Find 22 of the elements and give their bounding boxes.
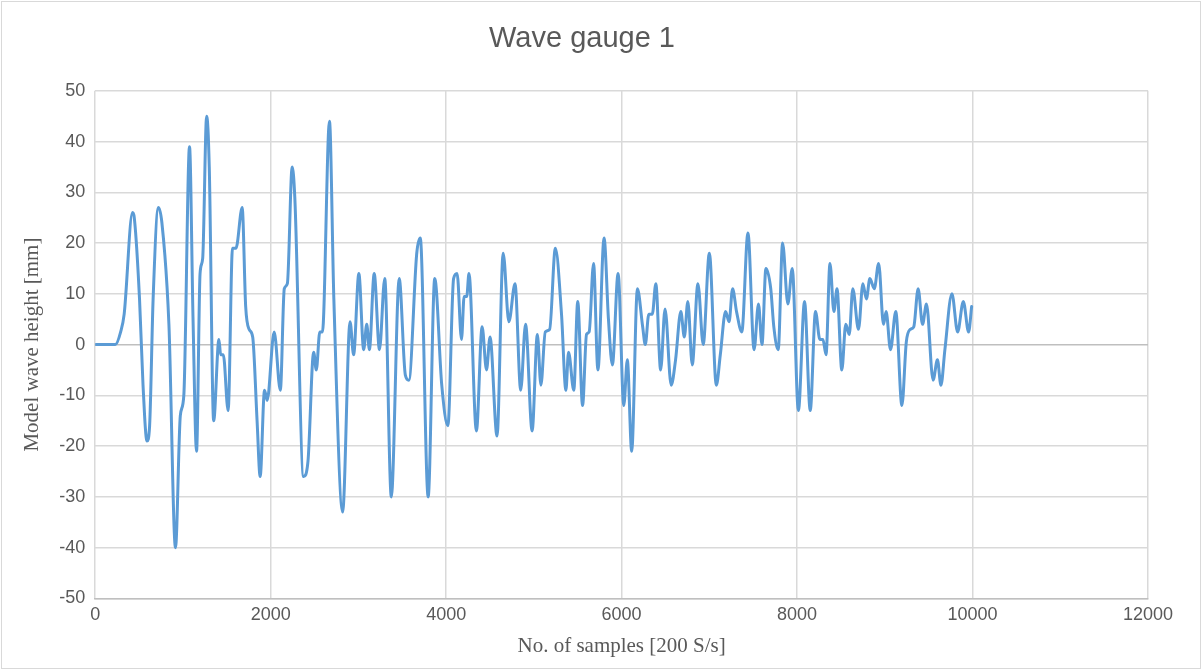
x-tick-label: 12000: [1122, 604, 1174, 625]
y-tick-label: 50: [65, 79, 86, 100]
y-tick-label: 20: [65, 232, 86, 253]
x-tick-label: 2000: [250, 604, 291, 625]
y-tick-label: -20: [59, 435, 86, 456]
y-tick-label: 10: [65, 282, 86, 303]
y-tick-label: -50: [59, 587, 86, 608]
y-tick-label: 30: [65, 181, 86, 202]
y-tick-label: 0: [75, 333, 86, 354]
y-tick-label: -40: [59, 536, 86, 557]
x-tick-label: 4000: [426, 604, 467, 625]
y-tick-label: -30: [59, 485, 86, 506]
x-tick-label: 10000: [947, 604, 998, 625]
x-tick-label: 0: [90, 604, 101, 625]
chart-title: Wave gauge 1: [489, 21, 675, 54]
y-tick-label: 40: [65, 130, 86, 151]
y-tick-label: -10: [59, 384, 86, 405]
x-tick-label: 8000: [777, 604, 818, 625]
line-series: [95, 114, 974, 550]
x-tick-label: 6000: [601, 604, 642, 625]
x-axis-title: No. of samples [200 S/s]: [517, 632, 726, 657]
y-axis-title: Model wave height [mm]: [19, 237, 44, 452]
